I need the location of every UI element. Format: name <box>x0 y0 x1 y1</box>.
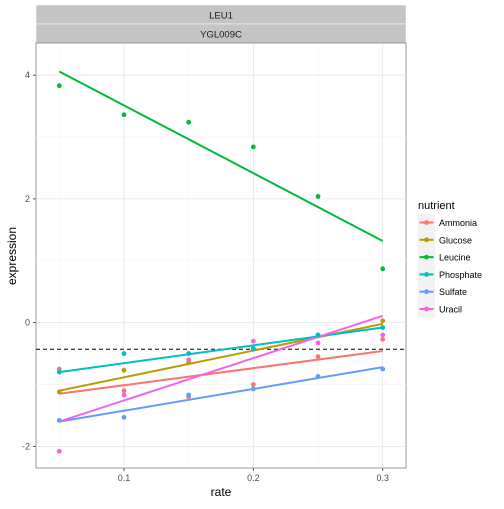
facet-label-1: LEU1 <box>209 11 233 22</box>
point-phosphate <box>186 351 192 356</box>
y-axis-title: expression <box>5 227 19 285</box>
legend: Ammonia Glucose Leucine Phosphate Sulfate Ura… <box>418 214 482 318</box>
plot-panel <box>35 42 407 469</box>
point-phosphate <box>56 369 62 375</box>
legend-key-point-ammonia <box>424 220 429 225</box>
point-leucine <box>380 266 386 272</box>
point-phosphate <box>380 325 386 330</box>
legend-label-uracil: Uracil <box>439 305 462 315</box>
legend-key-point-sulfate <box>424 289 429 295</box>
point-sulfate <box>380 366 386 372</box>
fit-line-leucine <box>58 70 384 242</box>
fit-line-phosphate <box>59 326 383 374</box>
point-uracil <box>380 332 386 338</box>
fit-lines <box>58 70 384 423</box>
point-glucose <box>380 318 386 324</box>
point-sulfate <box>56 417 62 423</box>
point-sulfate <box>315 374 321 379</box>
point-phosphate <box>250 346 256 352</box>
legend-label-phosphate: Phosphate <box>439 270 482 280</box>
point-ammonia <box>121 388 127 394</box>
facet-label-2: YGL009C <box>200 30 242 41</box>
point-glucose <box>56 389 62 395</box>
point-sulfate <box>250 386 256 392</box>
y-tick-label: 0 <box>25 318 30 328</box>
x-axis-title: rate <box>211 485 232 499</box>
point-uracil <box>315 340 321 346</box>
legend-label-sulfate: Sulfate <box>439 287 467 297</box>
x-tick-label: 0.2 <box>247 473 260 483</box>
legend-label-leucine: Leucine <box>439 253 471 263</box>
fit-line-ammonia <box>59 350 383 395</box>
point-uracil <box>186 357 192 363</box>
point-leucine <box>250 144 256 150</box>
point-phosphate <box>315 332 321 338</box>
point-sulfate <box>186 392 192 398</box>
legend-title: nutrient <box>418 200 455 212</box>
point-ammonia <box>250 382 256 387</box>
legend-key-point-leucine <box>424 254 429 260</box>
y-tick-label: 2 <box>25 194 30 204</box>
legend-key-point-glucose <box>424 237 429 243</box>
point-phosphate <box>121 351 127 356</box>
x-axis: 0.1 0.2 0.3 <box>118 468 389 483</box>
point-glucose <box>121 367 127 373</box>
point-uracil <box>250 338 256 344</box>
y-tick-label: -2 <box>22 441 30 451</box>
point-ammonia <box>380 336 386 342</box>
y-tick-label: 4 <box>25 70 30 80</box>
data-points <box>56 83 386 454</box>
legend-label-glucose: Glucose <box>439 235 472 245</box>
x-tick-label: 0.1 <box>118 473 131 483</box>
point-ammonia <box>315 354 321 360</box>
point-leucine <box>315 194 321 199</box>
point-uracil <box>56 448 62 454</box>
point-leucine <box>121 112 127 118</box>
legend-key-point-uracil <box>424 306 429 312</box>
x-tick-label: 0.3 <box>376 473 389 483</box>
legend-label-ammonia: Ammonia <box>439 218 477 228</box>
fit-line-sulfate <box>59 366 383 423</box>
point-uracil <box>121 392 127 398</box>
fit-line-uracil <box>58 314 384 423</box>
legend-key-point-phosphate <box>424 272 429 277</box>
y-axis: -2 0 2 4 <box>22 70 36 451</box>
point-leucine <box>56 83 62 89</box>
point-sulfate <box>121 414 127 420</box>
point-leucine <box>186 119 192 125</box>
